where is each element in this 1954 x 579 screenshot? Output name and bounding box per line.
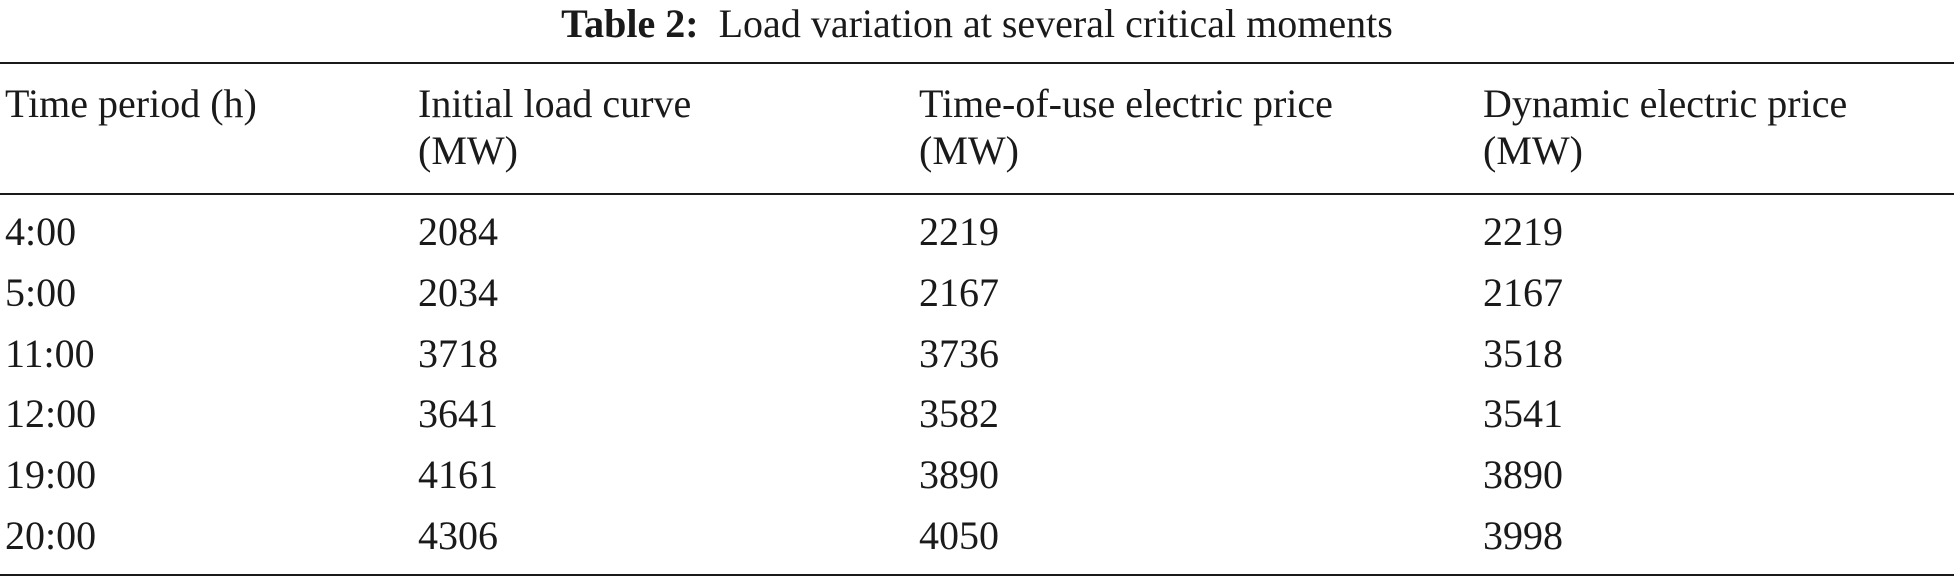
cell-time-of-use: 2219 [919, 209, 999, 254]
cell-initial-load: 4161 [418, 452, 498, 497]
cell-initial-load: 4306 [418, 513, 498, 558]
cell-initial-load: 2084 [418, 209, 498, 254]
cell-time: 20:00 [5, 513, 97, 558]
header-line: Dynamic electric price [1483, 81, 1848, 126]
header-dynamic: Dynamic electric price (MW) [1483, 80, 1847, 174]
top-rule [0, 62, 1954, 64]
cell-time: 5:00 [5, 270, 77, 315]
header-rule [0, 193, 1954, 195]
caption-text: Load variation at several critical momen… [718, 1, 1393, 46]
header-initial-load: Initial load curve (MW) [418, 80, 691, 174]
cell-initial-load: 3641 [418, 391, 498, 436]
cell-initial-load: 2034 [418, 270, 498, 315]
table-caption: Table 2: Load variation at several criti… [0, 0, 1954, 52]
header-line: (MW) [1483, 128, 1583, 173]
cell-time-of-use: 3736 [919, 331, 999, 376]
header-line: (MW) [418, 128, 518, 173]
bottom-rule [0, 574, 1954, 576]
cell-initial-load: 3718 [418, 331, 498, 376]
cell-time: 12:00 [5, 391, 97, 436]
cell-dynamic: 3890 [1483, 452, 1563, 497]
cell-dynamic: 3541 [1483, 391, 1563, 436]
cell-time: 19:00 [5, 452, 97, 497]
header-time-of-use: Time-of-use electric price (MW) [919, 80, 1333, 174]
cell-dynamic: 3998 [1483, 513, 1563, 558]
header-line: (MW) [919, 128, 1019, 173]
cell-time-of-use: 4050 [919, 513, 999, 558]
header-line: Initial load curve [418, 81, 692, 126]
header-line: Time-of-use electric price [919, 81, 1333, 126]
cell-dynamic: 2167 [1483, 270, 1563, 315]
header-line: Time period (h) [5, 81, 257, 126]
cell-time-of-use: 3582 [919, 391, 999, 436]
cell-time-of-use: 3890 [919, 452, 999, 497]
header-time-period: Time period (h) [5, 80, 257, 127]
cell-time: 4:00 [5, 209, 77, 254]
cell-time-of-use: 2167 [919, 270, 999, 315]
caption-label: Table 2: [561, 1, 699, 46]
cell-dynamic: 3518 [1483, 331, 1563, 376]
cell-time: 11:00 [5, 331, 95, 376]
cell-dynamic: 2219 [1483, 209, 1563, 254]
